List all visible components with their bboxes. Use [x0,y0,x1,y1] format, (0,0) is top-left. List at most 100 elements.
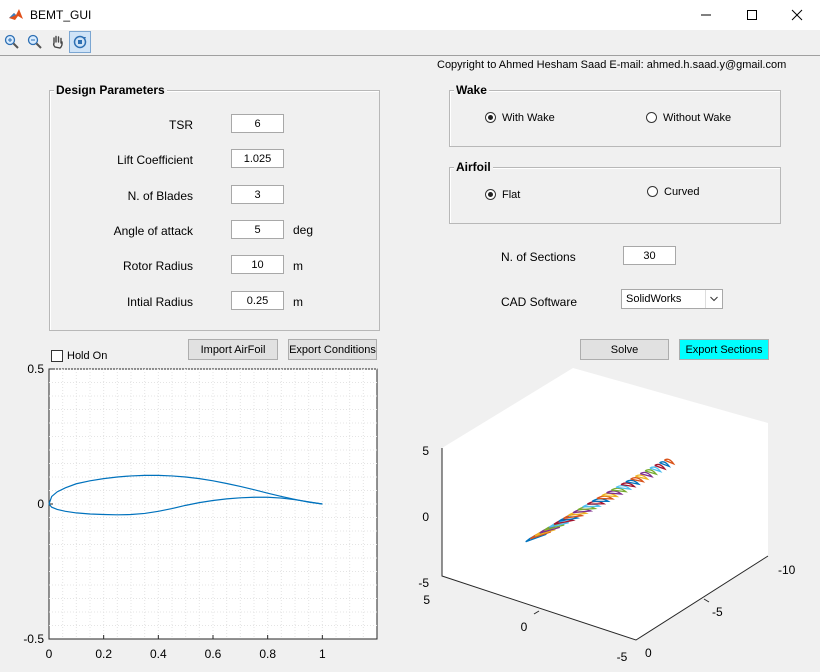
flat-radio[interactable] [485,189,496,200]
without-wake-label: Without Wake [663,112,732,124]
axis-tick-label: 0 [521,620,528,634]
y-tick-label: 0.5 [27,362,44,376]
param-label-lift-coefficient: Lift Coefficient [117,153,193,167]
blade-section [630,477,646,483]
blade-sections [525,458,676,543]
blade-section [625,479,641,486]
x-tick-label: 0.2 [95,647,112,661]
axis-tick-label: -5 [418,576,429,590]
blade-section [586,500,607,505]
x-tick-label: 0.6 [205,647,222,661]
blade-section [644,469,659,476]
3d-axes-lines [441,448,769,641]
zoom-out-icon[interactable] [24,31,46,53]
blade-sections-3d-plot[interactable]: 5 0 -5 5 0 -5 -10 -5 0 [400,360,820,672]
design-parameters-title: Design Parameters [54,83,167,97]
x-tick-label: 0 [46,647,53,661]
param-label-angle-of-attack: Angle of attack [113,224,193,238]
without-wake-radio[interactable] [646,112,657,123]
hold-on-checkbox[interactable] [51,350,63,362]
airfoil-plot[interactable]: 0 0.2 0.4 0.6 0.8 10.50-0.5 [0,360,400,672]
wake-panel [449,90,781,147]
pan-hand-icon[interactable] [47,31,69,53]
lift-coefficient-input[interactable]: 1.025 [231,149,284,168]
flat-label: Flat [502,189,521,201]
x-tick-label: 0.4 [150,647,167,661]
export-conditions-button[interactable]: Export Conditions [288,339,377,360]
import-airfoil-button[interactable]: Import AirFoil [188,339,278,360]
blade-section [649,466,663,473]
copyright-text: Copyright to Ahmed Hesham Saad E-mail: a… [437,59,787,71]
axis-tick-label: 0 [645,646,652,660]
cad-software-value: SolidWorks [626,293,682,305]
y-tick-label: 0 [37,497,44,511]
initial-radius-unit-label: m [293,295,303,309]
blade-section [596,495,615,500]
blades-input[interactable]: 3 [231,185,284,204]
param-label-blades: N. of Blades [127,189,193,203]
airfoil-upper-surface [48,474,323,505]
param-label-tsr: TSR [169,118,193,132]
angle-of-attack-input[interactable]: 5 [231,220,284,239]
param-label-initial-radius: Intial Radius [126,295,193,309]
matlab-app-icon [8,7,24,23]
axis-tick-label: 5 [422,444,429,458]
x-tick-label: 0.8 [259,647,276,661]
angle-unit-label: deg [293,223,314,237]
axis-tick-label: 5 [423,593,430,607]
blade-section [591,498,611,503]
airfoil-plot-series [48,474,323,516]
airfoil-plot-grid [49,368,377,639]
export-sections-button[interactable]: Export Sections [679,339,769,360]
solve-button[interactable]: Solve [580,339,669,360]
blade-section [659,461,672,468]
blade-section [654,463,667,471]
sections-label: N. of Sections [501,250,576,264]
blade-section [635,474,650,481]
param-label-rotor-radius: Rotor Radius [122,259,193,273]
axis-tick-label: -5 [712,605,723,619]
rotor-radius-unit-label: m [293,259,303,273]
close-button[interactable] [774,0,820,30]
blade-section [610,487,628,493]
cad-software-label: CAD Software [501,295,578,309]
cad-software-select[interactable]: SolidWorks [621,289,723,309]
window-title: BEMT_GUI [30,8,92,22]
airfoil-plot-tick-labels: 0 0.2 0.4 0.6 0.8 10.50-0.5 [23,362,326,661]
initial-radius-input[interactable]: 0.25 [231,291,284,310]
minimize-button[interactable] [683,0,729,30]
curved-radio[interactable] [647,186,658,197]
blade-section [606,490,624,495]
zoom-in-icon[interactable] [1,31,23,53]
airfoil-plot-ticks [48,368,323,640]
airfoil-panel [449,167,781,224]
blade-section [601,492,620,498]
figure-toolbar [0,30,820,56]
airfoil-lower-surface [48,496,323,516]
sections-input[interactable]: 30 [623,246,676,265]
curved-label: Curved [664,186,700,198]
y-tick-mark-3d [703,598,710,603]
axis-tick-label: 0 [422,510,429,524]
with-wake-label: With Wake [502,112,555,124]
y-tick-label: -0.5 [23,632,44,646]
blade-section [639,471,654,478]
blade-section [615,484,633,491]
rotate-3d-icon[interactable] [69,31,91,53]
axis-tick-label: -5 [617,650,628,664]
with-wake-radio[interactable] [485,112,496,123]
airfoil-title: Airfoil [454,160,493,174]
blade-section [664,458,676,466]
axis-tick-label: -10 [778,563,796,577]
x-tick-label: 1 [319,647,326,661]
blade-section [620,482,637,488]
tsr-input[interactable]: 6 [231,114,284,133]
x-tick-mark-3d [533,610,540,615]
chevron-down-icon [705,290,722,308]
maximize-button[interactable] [729,0,775,30]
rotor-radius-input[interactable]: 10 [231,255,284,274]
wake-title: Wake [454,83,489,97]
hold-on-label: Hold On [67,350,108,362]
3d-tick-labels: 5 0 -5 5 0 -5 -10 -5 0 [418,444,795,664]
design-parameters-panel [49,90,380,331]
